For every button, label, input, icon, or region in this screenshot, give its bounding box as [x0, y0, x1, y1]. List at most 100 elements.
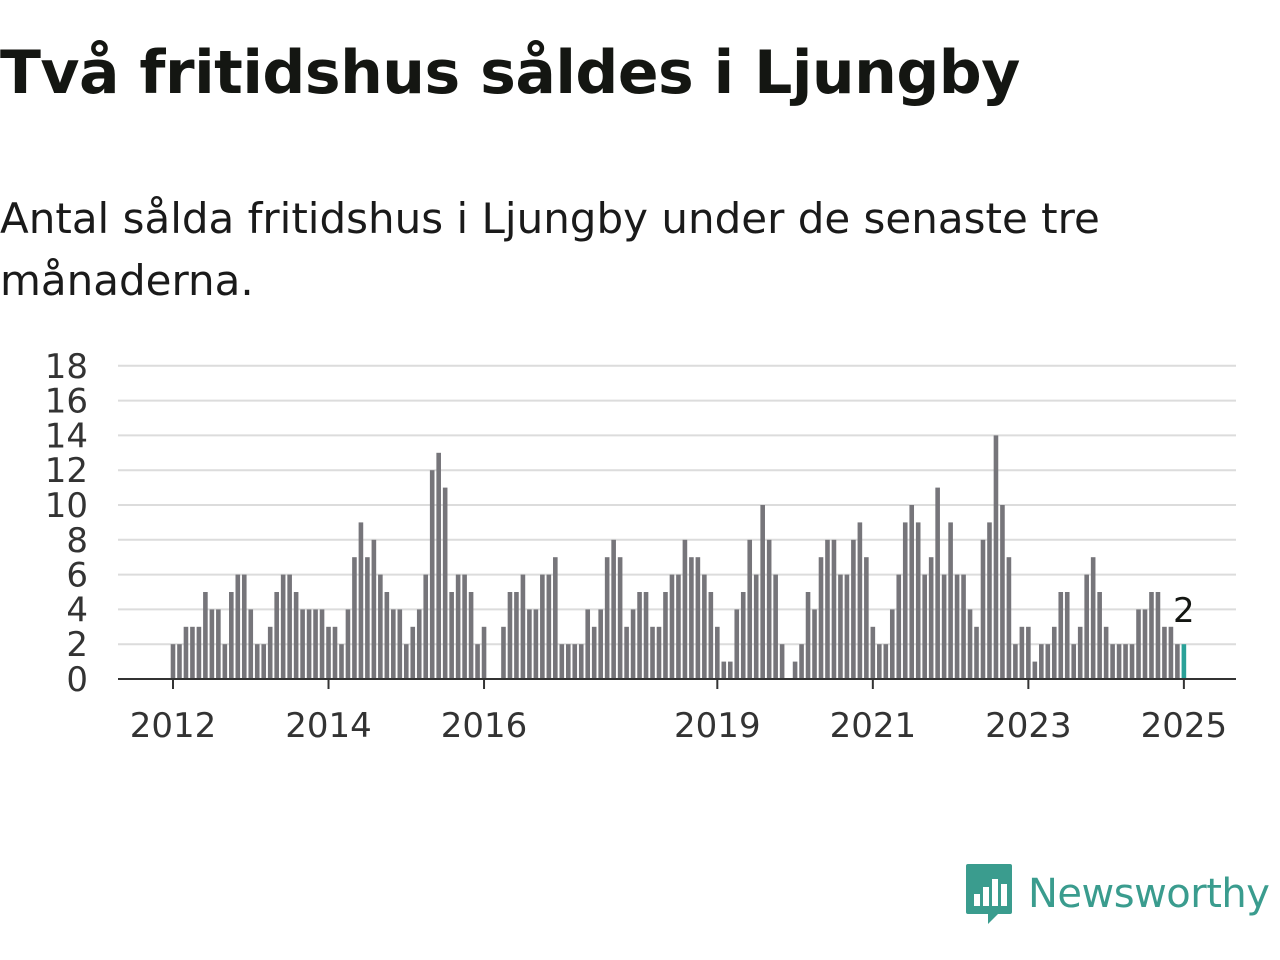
- bar-latest: [1181, 644, 1187, 679]
- bar: [948, 522, 953, 679]
- bar: [1026, 626, 1031, 679]
- bar: [565, 644, 571, 679]
- bar: [403, 644, 409, 679]
- x-axis-ticks: 2012 2014 2016 2019 2021 2023 2025: [130, 679, 1227, 746]
- bar: [721, 661, 727, 679]
- bar: [222, 644, 228, 679]
- bar: [345, 609, 351, 679]
- bar: [1097, 592, 1102, 679]
- bar: [740, 592, 746, 679]
- brand-name: Newsworthy: [1028, 871, 1270, 917]
- bar: [1013, 644, 1018, 679]
- bar: [993, 435, 999, 679]
- bar: [650, 626, 655, 679]
- bar: [799, 644, 804, 679]
- bar: [838, 574, 843, 679]
- bar: [332, 626, 338, 679]
- bar: [190, 626, 195, 679]
- bar: [527, 609, 532, 679]
- bar: [520, 574, 526, 679]
- bar: [391, 609, 396, 679]
- bar: [1175, 644, 1180, 679]
- bar: [1168, 626, 1174, 679]
- bar: [773, 574, 778, 679]
- x-tick-label: 2012: [130, 706, 217, 746]
- bar: [611, 539, 616, 679]
- bar: [326, 626, 331, 679]
- bar: [196, 626, 202, 679]
- bar: [896, 574, 902, 679]
- bar: [1136, 609, 1141, 679]
- bar: [1123, 644, 1128, 679]
- bar: [818, 557, 824, 679]
- bar: [727, 661, 733, 679]
- bar: [546, 574, 552, 679]
- bar: [209, 609, 215, 679]
- bar: [203, 592, 208, 679]
- bar: [695, 557, 701, 679]
- bar: [604, 557, 610, 679]
- bars: [170, 435, 1187, 679]
- y-tick-label: 2: [66, 625, 88, 665]
- bar: [371, 539, 377, 679]
- bar: [889, 609, 895, 679]
- x-tick-label: 2025: [1141, 706, 1228, 746]
- x-tick-label: 2023: [985, 706, 1072, 746]
- bar: [501, 626, 506, 679]
- last-value-label: 2: [1173, 591, 1195, 631]
- bar: [429, 470, 435, 679]
- chart-subtitle: Antal sålda fritidshus i Ljungby under d…: [0, 194, 1100, 305]
- bar: [591, 626, 597, 679]
- bar: [715, 626, 720, 679]
- bar: [170, 644, 176, 679]
- bar: [261, 644, 267, 679]
- bar: [1077, 626, 1083, 679]
- bar: [915, 522, 921, 679]
- bar: [967, 609, 973, 679]
- bar: [941, 574, 947, 679]
- bar: [689, 557, 694, 679]
- bar: [766, 539, 772, 679]
- bar: [1071, 644, 1077, 679]
- bar: [384, 592, 390, 679]
- bar: [682, 539, 688, 679]
- newsworthy-logo: Newsworthy: [964, 862, 1270, 926]
- y-tick-label: 18: [45, 347, 88, 387]
- bar: [1032, 661, 1038, 679]
- bar: [753, 574, 759, 679]
- bar: [961, 574, 966, 679]
- bar: [877, 644, 882, 679]
- bar: [1000, 505, 1005, 679]
- bar: [267, 626, 273, 679]
- bar: [313, 609, 318, 679]
- bar: [1019, 626, 1025, 679]
- bar: [358, 522, 364, 679]
- bar: [902, 522, 908, 679]
- bar: [183, 626, 189, 679]
- bar: [235, 574, 241, 679]
- chart-title: Två fritidshus såldes i Ljungby: [0, 38, 1020, 108]
- bar: [980, 539, 986, 679]
- bar: [352, 557, 357, 679]
- bar: [397, 609, 403, 679]
- bar: [319, 609, 325, 679]
- y-tick-label: 10: [45, 486, 88, 526]
- bar: [533, 609, 539, 679]
- bar: [792, 661, 798, 679]
- bar: [559, 644, 565, 679]
- bar: [954, 574, 960, 679]
- bar: [339, 644, 344, 679]
- bar: [624, 626, 629, 679]
- y-tick-label: 6: [66, 556, 88, 596]
- bar: [805, 592, 811, 679]
- x-tick-label: 2014: [285, 706, 372, 746]
- bar: [831, 539, 837, 679]
- bar: [481, 626, 487, 679]
- bar: [416, 609, 422, 679]
- bar: [669, 574, 675, 679]
- bar: [514, 592, 519, 679]
- bar: [254, 644, 260, 679]
- bar: [1142, 609, 1148, 679]
- bar: [928, 557, 934, 679]
